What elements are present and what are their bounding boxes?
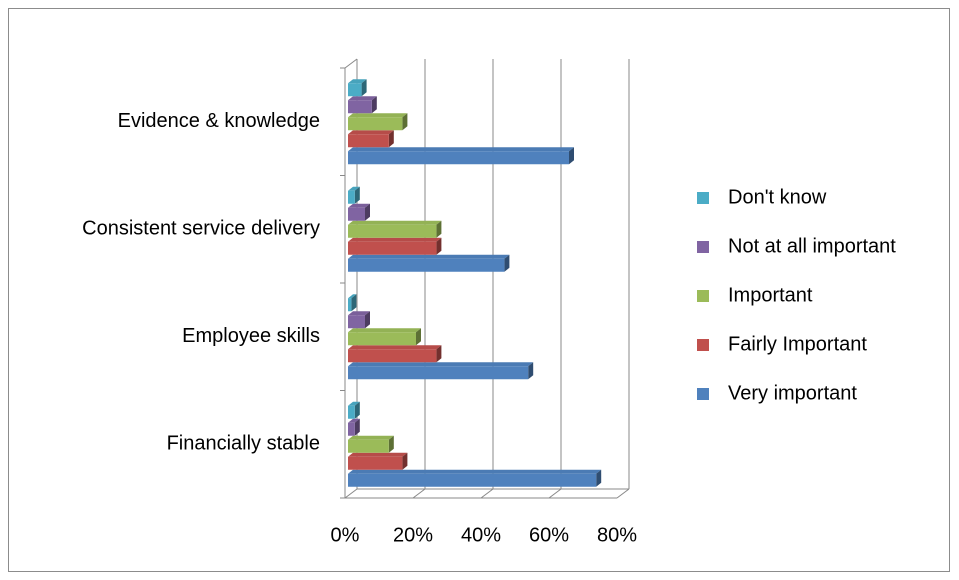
bar-side [402, 452, 408, 470]
bar-top [348, 237, 442, 242]
y-tick-label: Financially stable [167, 433, 320, 455]
bar-side [436, 345, 442, 363]
bar [348, 422, 355, 436]
bar [348, 456, 403, 470]
bar-top [348, 435, 394, 440]
bar-side [371, 96, 377, 114]
bar [348, 134, 389, 148]
floor-line [616, 488, 630, 499]
bar-side [361, 79, 367, 97]
bar-top [348, 328, 421, 333]
bar [348, 332, 416, 346]
bar [348, 439, 389, 453]
bar-top [348, 113, 408, 118]
bar-side [365, 311, 370, 329]
bar [348, 405, 355, 419]
legend-swatch [697, 241, 709, 253]
y-tick-label: Evidence & knowledge [118, 110, 320, 132]
bar-side [365, 203, 370, 221]
legend-swatch [697, 290, 709, 302]
bar-top [348, 401, 360, 406]
bar [348, 151, 569, 165]
bar-top [348, 294, 357, 299]
bar [348, 83, 362, 97]
bar [348, 349, 437, 363]
bar-top [348, 220, 442, 225]
bar-top [348, 254, 510, 259]
bar-side [596, 469, 602, 487]
bar-top [348, 452, 408, 457]
bar [348, 241, 437, 255]
bar-side [569, 147, 574, 165]
bar [348, 298, 352, 312]
bar-top [348, 418, 360, 423]
floor-line [480, 488, 494, 499]
bar-side [416, 328, 421, 346]
floor-line [344, 488, 358, 499]
bar [348, 224, 437, 238]
back-wall [360, 59, 632, 489]
bar-side [528, 362, 534, 380]
bar-top [348, 345, 442, 350]
bar-side [388, 435, 394, 453]
legend-swatch [697, 339, 709, 351]
bar-top [348, 130, 394, 135]
bar [348, 207, 365, 221]
bar [348, 190, 355, 204]
bar-top [348, 79, 367, 84]
bar-side [388, 130, 394, 148]
floor-line [412, 488, 426, 499]
y-tick-label: Consistent service delivery [82, 218, 320, 240]
bar-top [348, 96, 377, 101]
bar [348, 117, 403, 131]
legend-label: Very important [728, 382, 857, 404]
bar-top [348, 203, 370, 208]
y-tick-label: Employee skills [182, 325, 320, 347]
x-tick-label: 0% [331, 524, 360, 546]
bar-side [351, 294, 357, 312]
bar-side [504, 254, 510, 272]
bar-top [348, 147, 574, 152]
bar-top [348, 186, 360, 191]
legend-label: Don't know [728, 186, 827, 208]
bar-top [348, 469, 602, 474]
bar-side [436, 220, 442, 238]
x-tick-label: 60% [529, 524, 569, 546]
bar [348, 258, 505, 272]
x-tick-label: 20% [393, 524, 433, 546]
legend-label: Not at all important [728, 235, 896, 257]
floor-line [548, 488, 562, 499]
bar [348, 473, 597, 487]
bar-side [436, 237, 442, 255]
legend-label: Important [728, 284, 813, 306]
bar [348, 366, 529, 380]
bar-side [354, 401, 360, 419]
bar-top [348, 362, 534, 367]
legend-label: Fairly Important [728, 333, 867, 355]
bar-side [402, 113, 408, 131]
left-wall-edge [344, 58, 358, 69]
legend-swatch [697, 388, 709, 400]
bar [348, 100, 372, 114]
bar-side [354, 186, 360, 204]
legend-swatch [697, 192, 709, 204]
bar [348, 315, 365, 329]
bar-side [354, 418, 360, 436]
bar-top [348, 311, 370, 316]
x-tick-label: 40% [461, 524, 501, 546]
x-tick-label: 80% [597, 524, 637, 546]
